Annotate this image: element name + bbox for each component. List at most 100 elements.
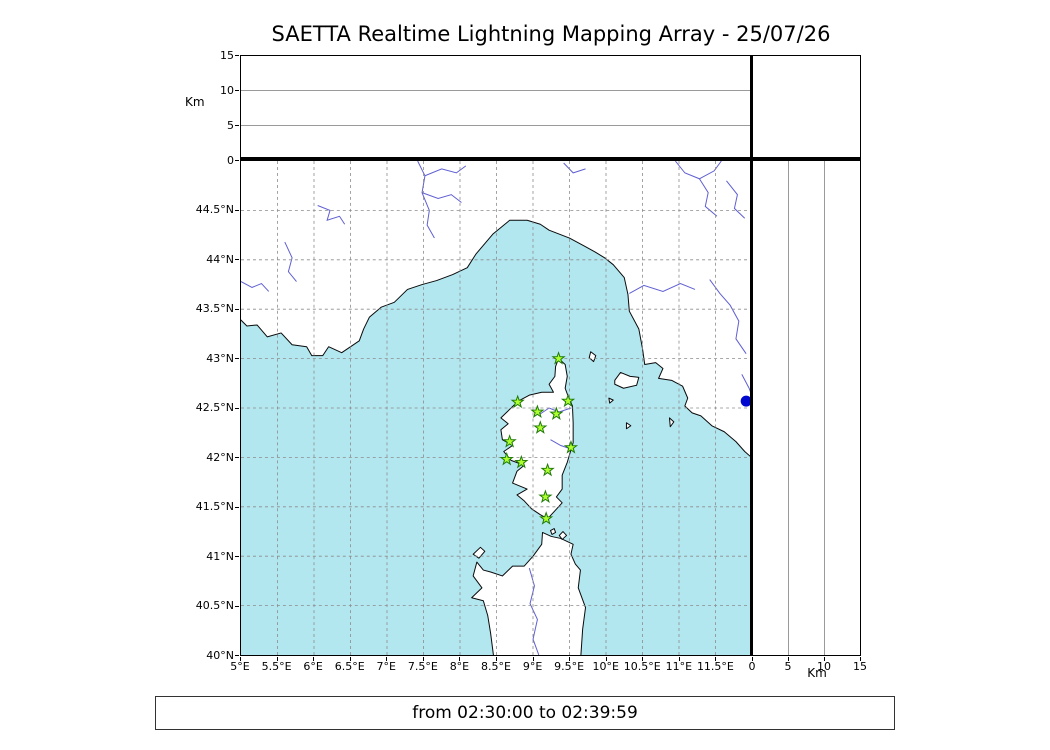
land-maddalena-w bbox=[549, 528, 557, 535]
tick-mark bbox=[496, 657, 497, 661]
tick-mark bbox=[276, 657, 278, 661]
panel-separator-horizontal bbox=[240, 157, 861, 160]
tick-mark bbox=[235, 506, 239, 508]
tick-mark bbox=[240, 657, 241, 661]
lat-tick-label: 42.5°N bbox=[195, 401, 234, 414]
alt-tick-label-left: 0 bbox=[227, 153, 234, 167]
tick-mark bbox=[235, 308, 239, 310]
tick-mark bbox=[235, 209, 239, 211]
river bbox=[540, 407, 572, 415]
river bbox=[317, 205, 346, 225]
altitude-latitude-panel bbox=[752, 160, 861, 656]
lon-tick-label: 9.5°E bbox=[554, 660, 585, 673]
river bbox=[241, 281, 270, 292]
river bbox=[698, 178, 718, 217]
river bbox=[629, 283, 696, 294]
tick-mark bbox=[235, 407, 239, 409]
station-star-icon bbox=[502, 434, 517, 448]
tick-mark bbox=[235, 90, 239, 91]
altitude-axis-label-left: Km bbox=[185, 95, 205, 109]
station-star-icon bbox=[551, 351, 566, 365]
event-marker bbox=[740, 395, 752, 407]
map-panel bbox=[240, 160, 753, 656]
land-pianosa bbox=[608, 397, 614, 404]
station-star-icon bbox=[549, 406, 564, 420]
land-giglio bbox=[668, 417, 675, 428]
lon-tick-label: 9°E bbox=[522, 660, 543, 673]
lat-tick-label: 40.5°N bbox=[195, 599, 234, 612]
tick-mark bbox=[235, 556, 239, 557]
tick-mark bbox=[824, 657, 825, 661]
lat-tick-label: 40°N bbox=[206, 648, 234, 662]
river bbox=[528, 567, 540, 655]
station-star-icon bbox=[538, 489, 553, 503]
lon-tick-label: 8°E bbox=[449, 660, 470, 673]
lon-tick-label: 10.5°E bbox=[623, 660, 661, 673]
alt-tick-label-bottom: 15 bbox=[853, 660, 867, 673]
tick-mark bbox=[788, 657, 789, 661]
alt-tick-label-bottom: 0 bbox=[748, 660, 756, 673]
river bbox=[284, 241, 297, 282]
river bbox=[726, 180, 746, 219]
lat-tick-label: 41.5°N bbox=[195, 500, 234, 513]
land-maddalena bbox=[558, 531, 568, 540]
station-star-icon bbox=[499, 451, 514, 466]
altitude-histogram-panel bbox=[752, 55, 861, 161]
alt-tick-label-bottom: 10 bbox=[817, 660, 831, 673]
tick-mark bbox=[349, 657, 351, 661]
alt-tick-label-bottom: 5 bbox=[784, 660, 792, 673]
tick-mark bbox=[235, 358, 239, 359]
lon-tick-label: 5.5°E bbox=[261, 660, 292, 673]
tick-mark bbox=[422, 657, 424, 661]
tick-mark bbox=[235, 55, 239, 56]
lon-tick-label: 5°E bbox=[230, 660, 250, 673]
station-star-icon bbox=[560, 393, 576, 408]
tick-mark bbox=[235, 457, 239, 458]
map-canvas bbox=[241, 161, 752, 655]
lat-tick-label: 41°N bbox=[206, 549, 234, 563]
station-star-icon bbox=[563, 440, 579, 454]
tick-mark bbox=[459, 657, 461, 661]
lat-tick-label: 44°N bbox=[206, 252, 234, 266]
tick-mark bbox=[386, 657, 388, 661]
lon-tick-label: 8.5°E bbox=[481, 660, 511, 673]
lon-tick-label: 7.5°E bbox=[407, 660, 438, 673]
tick-mark bbox=[569, 657, 571, 661]
lat-tick-label: 43°N bbox=[206, 351, 234, 365]
station-star-icon bbox=[514, 454, 529, 469]
station-star-icon bbox=[538, 511, 554, 525]
river bbox=[709, 279, 747, 354]
lon-tick-label: 10°E bbox=[592, 660, 619, 673]
tick-mark bbox=[532, 657, 534, 661]
tick-mark bbox=[235, 605, 239, 607]
land-asinara bbox=[472, 546, 486, 559]
alt-tick-label-left: 10 bbox=[220, 83, 234, 97]
tick-mark bbox=[235, 655, 239, 656]
station-star-icon bbox=[530, 404, 545, 419]
tick-mark bbox=[235, 160, 239, 161]
lat-tick-label: 42°N bbox=[206, 450, 234, 464]
tick-mark bbox=[678, 657, 680, 661]
tick-mark bbox=[235, 259, 239, 260]
land-elba bbox=[614, 371, 640, 389]
land-mainland bbox=[241, 161, 752, 459]
river bbox=[563, 162, 586, 174]
lon-tick-label: 6.5°E bbox=[334, 660, 365, 673]
river bbox=[424, 165, 467, 177]
station-star-icon bbox=[533, 420, 548, 434]
panel-separator-vertical bbox=[750, 55, 753, 656]
tick-mark bbox=[752, 657, 753, 661]
land-montecristo bbox=[625, 422, 632, 430]
panel-grid-line bbox=[241, 125, 752, 126]
tick-mark bbox=[715, 657, 717, 661]
lon-tick-label: 6°E bbox=[303, 660, 323, 673]
time-range-text: from 02:30:00 to 02:39:59 bbox=[412, 703, 638, 723]
lat-tick-label: 44.5°N bbox=[195, 203, 234, 216]
time-range-box: from 02:30:00 to 02:39:59 bbox=[155, 696, 895, 730]
lon-tick-label: 7°E bbox=[376, 660, 396, 673]
tick-mark bbox=[860, 657, 861, 661]
land-capraia bbox=[588, 351, 597, 363]
alt-tick-label-left: 15 bbox=[220, 48, 234, 62]
tick-mark bbox=[642, 657, 644, 661]
